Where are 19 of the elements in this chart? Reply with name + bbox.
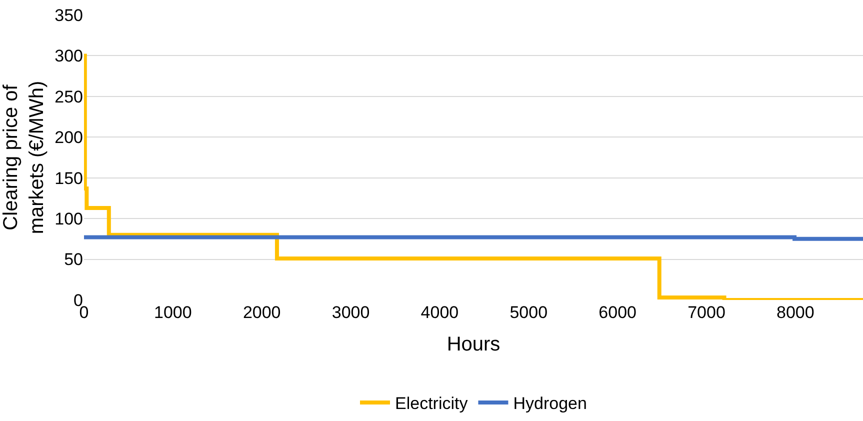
x-tick-label: 8000: [776, 303, 814, 322]
y-tick-label: 300: [54, 46, 83, 66]
y-axis-title: Clearing price of markets (€/MWh): [0, 80, 48, 234]
x-tick-label: 7000: [688, 303, 726, 322]
x-tick-label: 4000: [420, 303, 459, 322]
x-axis-title: Hours: [446, 334, 500, 356]
legend-label: Electricity: [395, 394, 468, 414]
y-tick-label: 150: [54, 168, 83, 188]
y-tick-label: 50: [64, 250, 83, 270]
x-tick-label: 3000: [332, 303, 370, 322]
y-tick-label: 200: [54, 128, 83, 148]
legend-label: Hydrogen: [513, 394, 587, 414]
y-tick-label: 250: [54, 87, 83, 106]
x-tick-label: 6000: [598, 303, 636, 322]
x-tick-label: 2000: [242, 303, 281, 322]
x-tick-label: 1000: [154, 303, 192, 322]
y-tick-label: 100: [54, 210, 83, 229]
x-tick-label: 5000: [510, 303, 548, 322]
y-tick-label: 350: [54, 6, 83, 25]
